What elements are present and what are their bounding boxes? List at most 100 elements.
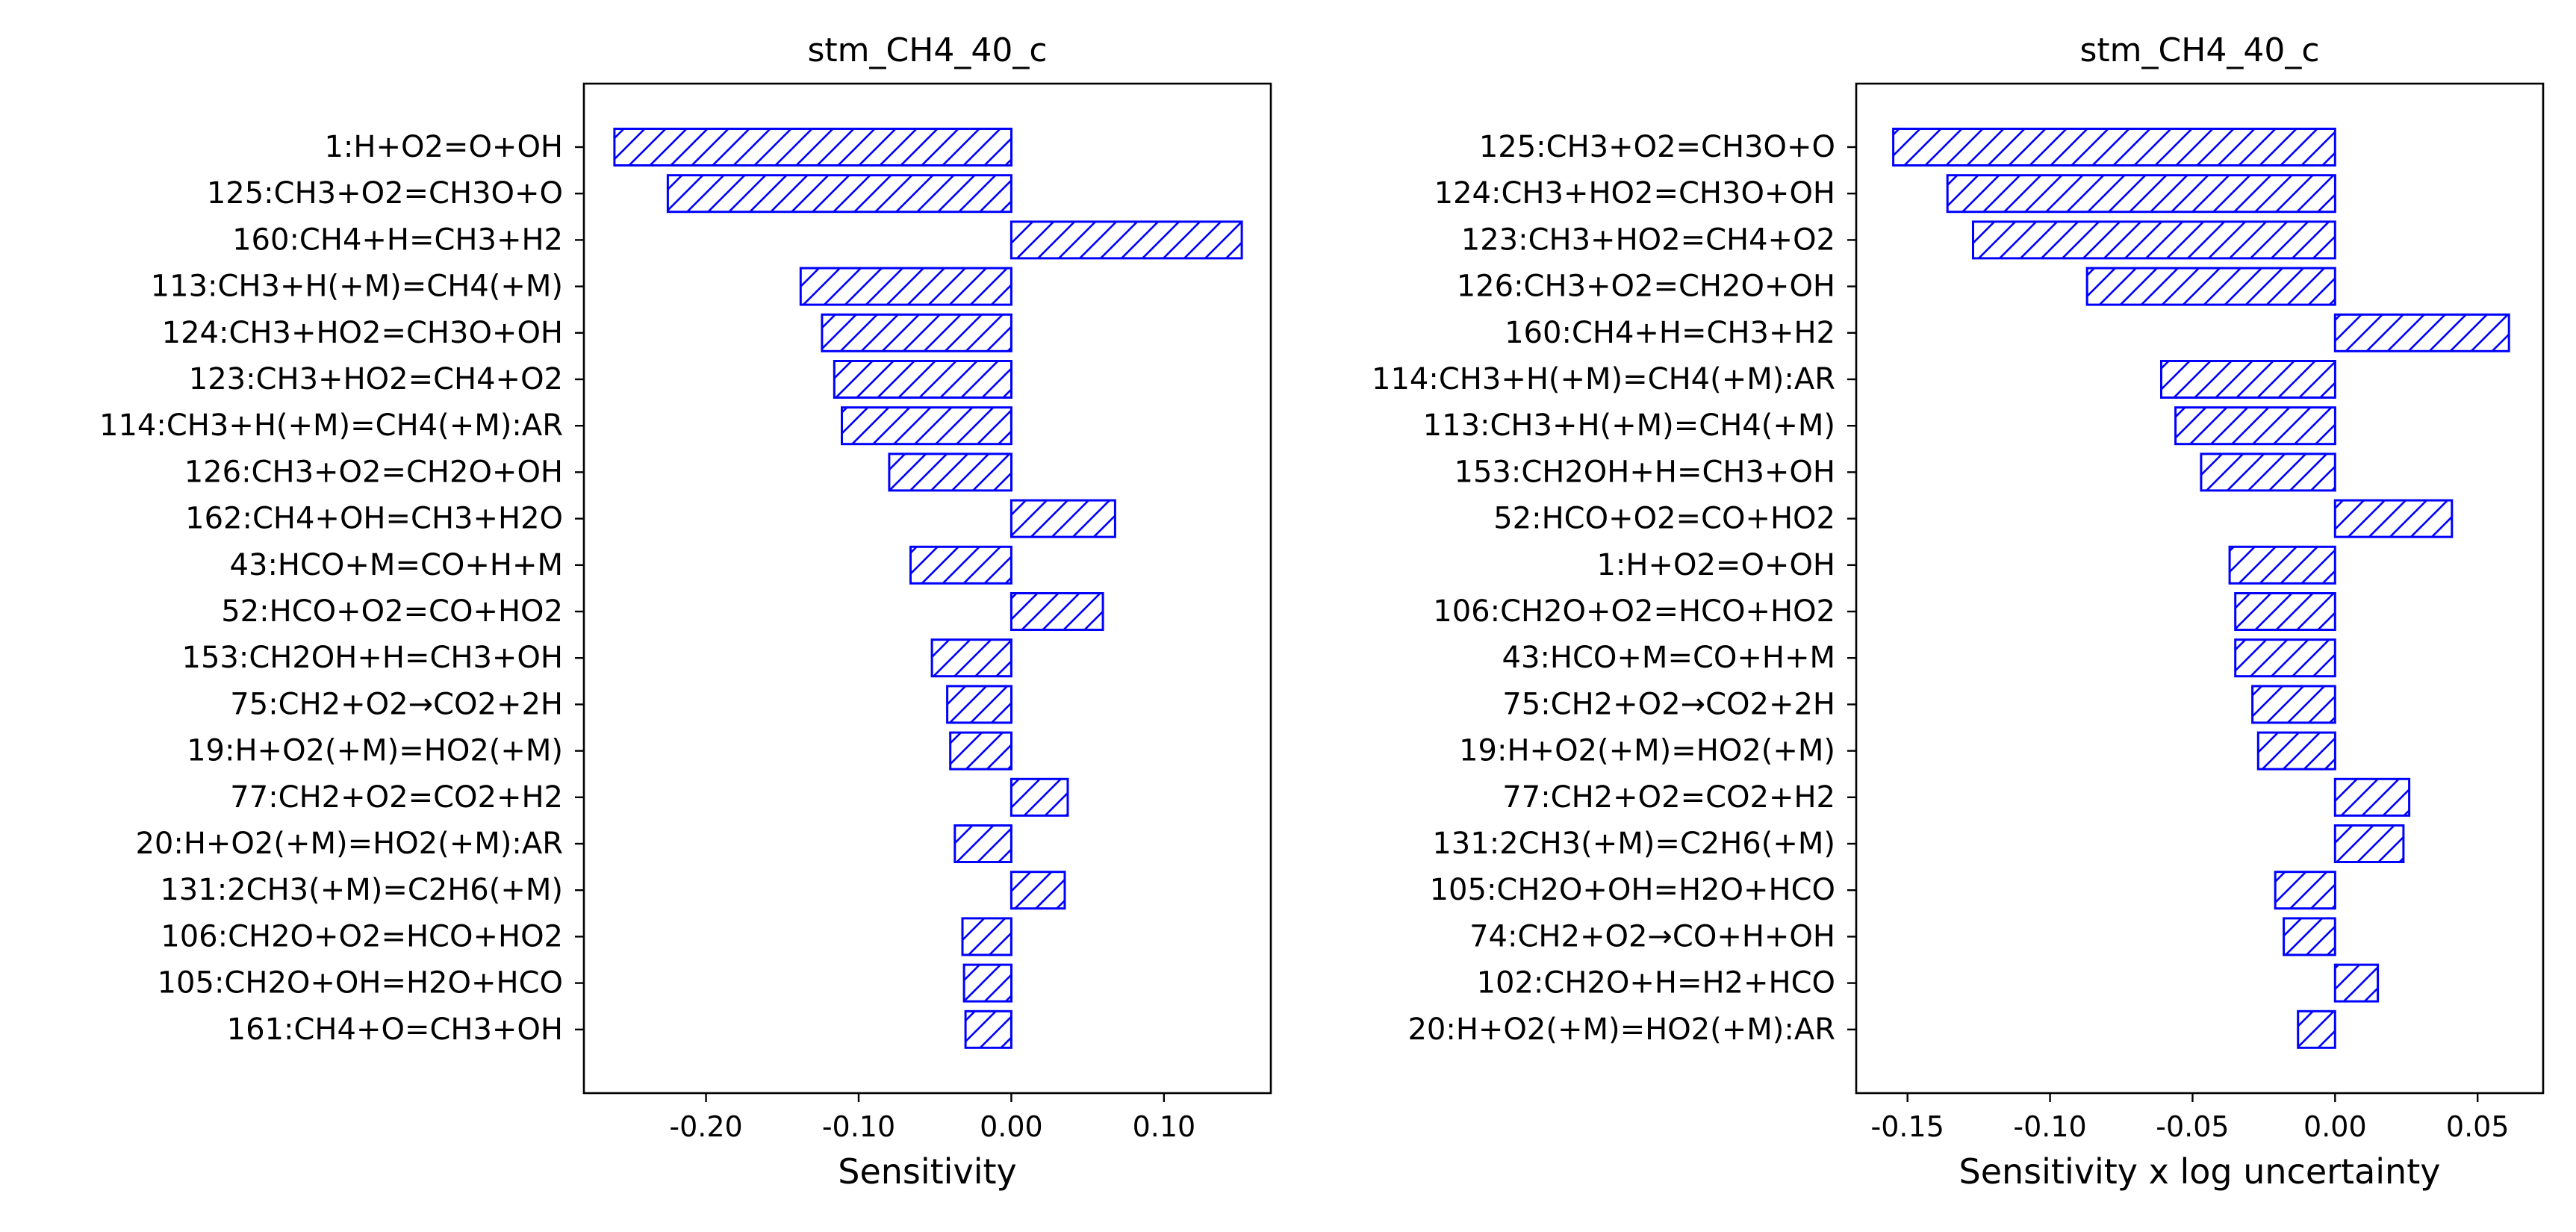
y-tick-label: 102:CH2O+H=H2+HCO (1477, 966, 1835, 1001)
y-tick-label: 106:CH2O+O2=HCO+HO2 (161, 919, 563, 953)
bar (2256, 731, 2336, 771)
bar (2251, 685, 2336, 724)
bar (2333, 963, 2380, 1003)
y-tick-label: 113:CH3+H(+M)=CH4(+M) (151, 270, 563, 304)
chart-title: stm_CH4_40_c (807, 31, 1047, 69)
bar (1009, 220, 1243, 260)
plot-frame (582, 82, 1272, 1095)
x-axis-label: Sensitivity x log uncertainty (1959, 1151, 2441, 1192)
y-tick-label: 125:CH3+O2=CH3O+O (207, 176, 563, 211)
y-tick-label: 43:HCO+M=CO+H+M (230, 548, 563, 582)
y-tick-label: 131:2CH3(+M)=C2H6(+M) (1432, 827, 1835, 861)
bar (949, 731, 1012, 771)
bar (1009, 777, 1069, 817)
bar (2297, 1009, 2336, 1049)
y-tick-label: 126:CH3+O2=CH2O+OH (184, 455, 563, 489)
bar (799, 267, 1012, 306)
y-tick-label: 105:CH2O+OH=H2O+HCO (1430, 873, 1835, 907)
y-tick-label: 162:CH4+OH=CH3+H2O (185, 502, 563, 536)
x-tick-label: -0.05 (2156, 1110, 2229, 1143)
bar (2234, 638, 2336, 678)
y-tick-label: 52:HCO+O2=CO+HO2 (221, 594, 563, 629)
y-tick-label: 77:CH2+O2=CO2+H2 (230, 780, 563, 815)
x-tick-label: -0.15 (1871, 1110, 1944, 1143)
y-tick-label: 75:CH2+O2→CO2+2H (1502, 687, 1835, 721)
y-tick-label: 153:CH2OH+H=CH3+OH (182, 641, 564, 675)
x-axis-label: Sensitivity (838, 1151, 1016, 1192)
bar (2160, 360, 2336, 399)
bar (2333, 313, 2510, 352)
y-tick-label: 161:CH4+O=CH3+OH (227, 1012, 563, 1047)
x-tick-label: 0.10 (1133, 1110, 1196, 1143)
y-tick-label: 74:CH2+O2→CO+H+OH (1469, 919, 1835, 953)
bar (946, 685, 1012, 724)
bar (2085, 267, 2336, 306)
y-tick-labels: 125:CH3+O2=CH3O+O 124:CH3+HO2=CH3O+OH 123:… (1372, 130, 1856, 1047)
bar (964, 1009, 1012, 1049)
y-tick-labels: 1:H+O2=O+OH 125:CH3+O2=CH3O+O 160:CH4+H=CH… (99, 130, 584, 1047)
bar (666, 174, 1012, 214)
y-tick-label: 20:H+O2(+M)=HO2(+M):AR (1407, 1012, 1835, 1047)
bar (613, 128, 1012, 167)
bar (2200, 452, 2336, 492)
sensitivity-chart: stm_CH4_40_c 1:H+O2=O+OH 125:CH3+O2=CH3O+… (99, 31, 1272, 1192)
bar (841, 406, 1012, 446)
bar (1892, 128, 2336, 167)
bar (1009, 871, 1066, 910)
x-tick-label: -0.10 (822, 1110, 895, 1143)
bar (953, 824, 1012, 863)
bar (821, 313, 1012, 352)
y-tick-label: 19:H+O2(+M)=HO2(+M) (1459, 734, 1835, 768)
x-tick-labels: -0.20 -0.10 0.00 0.10 (669, 1093, 1195, 1143)
y-tick-label: 153:CH2OH+H=CH3+OH (1455, 455, 1836, 489)
bar (1972, 220, 2336, 260)
y-tick-label: 19:H+O2(+M)=HO2(+M) (187, 734, 563, 768)
sensitivity-log-uncertainty-chart: stm_CH4_40_c 125:CH3+O2=CH3O+O 124:CH3+HO… (1372, 31, 2545, 1192)
x-tick-labels: -0.15 -0.10 -0.05 0.00 0.05 (1871, 1093, 2510, 1143)
y-tick-label: 123:CH3+HO2=CH4+O2 (1461, 223, 1835, 257)
y-tick-label: 124:CH3+HO2=CH3O+OH (162, 316, 563, 350)
bar (2274, 871, 2336, 910)
y-tick-label: 106:CH2O+O2=HCO+HO2 (1433, 594, 1835, 629)
y-tick-label: 113:CH3+H(+M)=CH4(+M) (1423, 408, 1835, 443)
bar (2234, 592, 2336, 631)
bar (930, 638, 1012, 678)
y-tick-label: 124:CH3+HO2=CH3O+OH (1434, 176, 1835, 211)
x-tick-label: -0.10 (2013, 1110, 2086, 1143)
bar-series (613, 128, 1243, 1049)
bar (2333, 499, 2454, 538)
y-tick-label: 160:CH4+H=CH3+H2 (232, 223, 563, 257)
y-tick-label: 123:CH3+HO2=CH4+O2 (189, 362, 563, 396)
y-tick-label: 105:CH2O+OH=H2O+HCO (158, 966, 563, 1001)
y-tick-label: 131:2CH3(+M)=C2H6(+M) (160, 873, 563, 907)
y-tick-label: 1:H+O2=O+OH (1596, 548, 1835, 582)
bar (2333, 777, 2411, 817)
chart-title: stm_CH4_40_c (2079, 31, 2319, 69)
bar (2228, 545, 2336, 585)
y-tick-label: 114:CH3+H(+M)=CH4(+M):AR (1372, 362, 1835, 396)
y-tick-label: 126:CH3+O2=CH2O+OH (1457, 270, 1835, 304)
bar (833, 360, 1013, 399)
plot-frame (1855, 82, 2545, 1095)
y-tick-label: 52:HCO+O2=CO+HO2 (1493, 502, 1835, 536)
y-tick-label: 75:CH2+O2→CO2+2H (230, 687, 563, 721)
bar (2283, 917, 2336, 956)
y-tick-label: 20:H+O2(+M)=HO2(+M):AR (135, 827, 563, 861)
bar (2333, 824, 2405, 863)
x-tick-label: 0.00 (2303, 1110, 2367, 1143)
bar (1946, 174, 2336, 214)
bar (2174, 406, 2336, 446)
x-tick-label: 0.05 (2446, 1110, 2510, 1143)
y-tick-label: 114:CH3+H(+M)=CH4(+M):AR (99, 408, 563, 443)
bar (1009, 592, 1104, 631)
x-tick-label: -0.20 (669, 1110, 742, 1143)
bar (888, 452, 1013, 492)
y-tick-label: 160:CH4+H=CH3+H2 (1505, 316, 1835, 350)
y-tick-label: 77:CH2+O2=CO2+H2 (1502, 780, 1835, 815)
bar-series (1892, 128, 2510, 1049)
bar (1009, 499, 1116, 538)
y-tick-label: 125:CH3+O2=CH3O+O (1479, 130, 1835, 164)
x-tick-label: 0.00 (980, 1110, 1043, 1143)
y-tick-label: 1:H+O2=O+OH (324, 130, 563, 164)
